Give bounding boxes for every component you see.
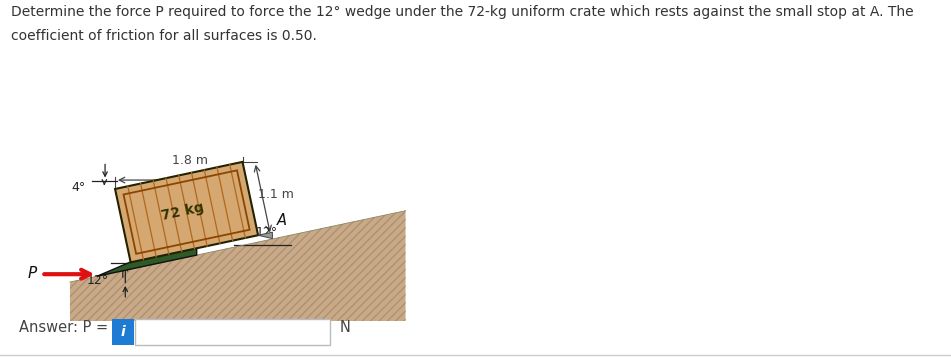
Text: Determine the force P required to force the 12° wedge under the 72-kg uniform cr: Determine the force P required to force … [11,5,914,19]
Polygon shape [115,162,258,262]
Polygon shape [97,234,197,276]
FancyBboxPatch shape [135,319,330,345]
Text: 12°: 12° [255,226,278,239]
Text: i: i [121,325,126,339]
Text: A: A [277,213,286,228]
Polygon shape [70,211,405,321]
Text: N: N [340,320,351,335]
Text: 12°: 12° [87,275,109,287]
Text: coefficient of friction for all surfaces is 0.50.: coefficient of friction for all surfaces… [11,29,318,42]
Text: Answer: P =: Answer: P = [19,320,108,335]
Polygon shape [258,232,272,238]
Text: 4°: 4° [71,181,86,194]
Text: 1.8 m: 1.8 m [171,154,207,167]
Text: 1.1 m: 1.1 m [258,188,294,201]
Text: P: P [28,266,37,281]
FancyBboxPatch shape [112,319,134,345]
Text: 72 kg: 72 kg [161,201,205,223]
